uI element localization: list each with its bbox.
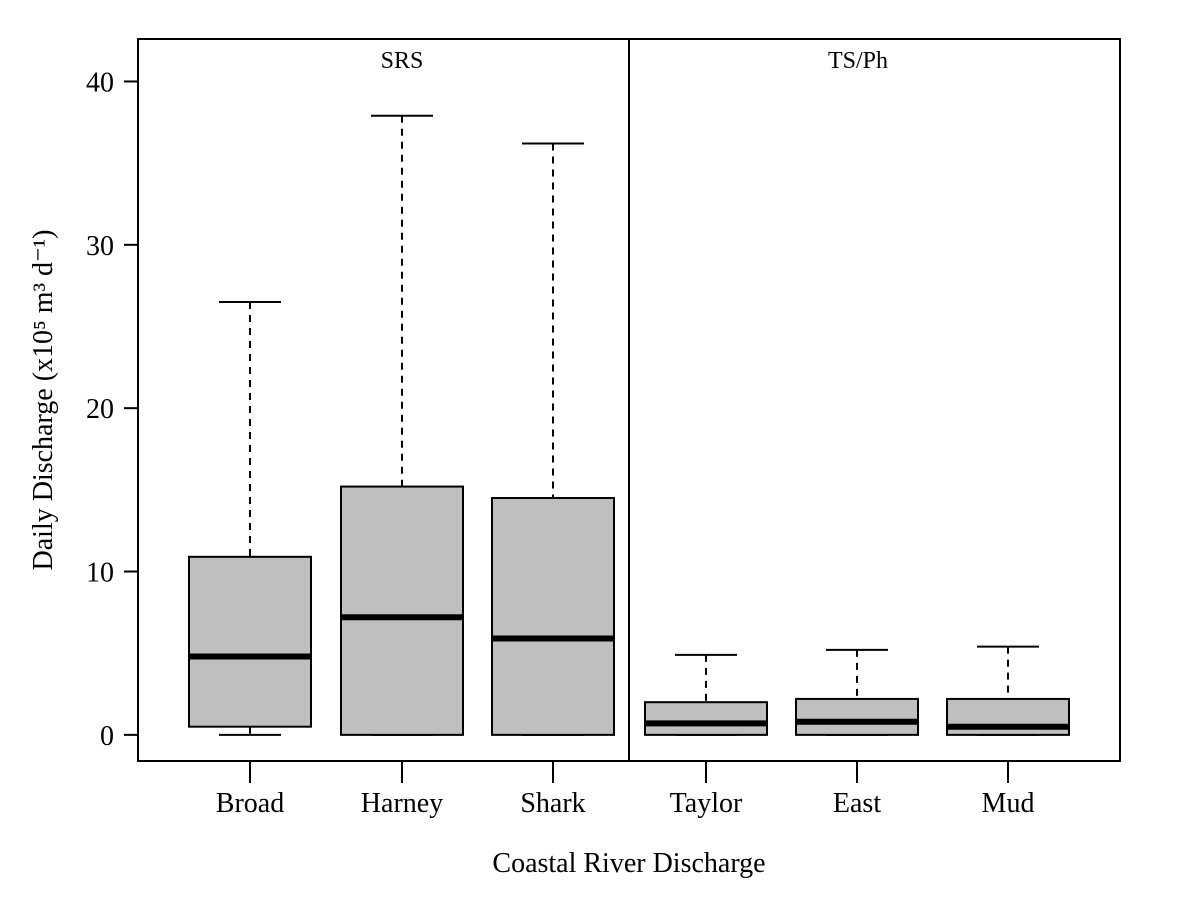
- box-shark: [491, 142, 615, 736]
- y-tick-label-0: 0: [100, 721, 114, 752]
- iqr-box-east: [795, 697, 919, 736]
- iqr-box-harney: [340, 485, 464, 736]
- x-tick-label-taylor: Taylor: [670, 788, 743, 819]
- y-tick-label-20: 20: [86, 394, 114, 425]
- iqr-box-taylor: [644, 701, 768, 736]
- x-tick-label-harney: Harney: [361, 788, 443, 819]
- x-tick-label-mud: Mud: [982, 788, 1035, 819]
- panel-label-tsph: TS/Ph: [828, 48, 888, 74]
- x-axis: Broad Harney Shark Taylor East Mud: [216, 761, 1035, 819]
- x-tick-label-broad: Broad: [216, 788, 284, 819]
- x-axis-title: Coastal River Discharge: [492, 848, 765, 879]
- box-east: [795, 648, 919, 736]
- y-axis: 0 10 20 30 40: [86, 67, 138, 752]
- x-tick-label-shark: Shark: [520, 788, 585, 819]
- y-tick-label-10: 10: [86, 558, 114, 589]
- y-tick-label-30: 30: [86, 231, 114, 262]
- box-broad: [188, 300, 312, 736]
- iqr-box-shark: [491, 497, 615, 736]
- box-taylor: [644, 653, 768, 736]
- y-tick-label-40: 40: [86, 67, 114, 98]
- box-mud: [946, 645, 1070, 736]
- box-harney: [340, 114, 464, 736]
- plot-marks: [188, 114, 1070, 736]
- x-tick-label-east: East: [833, 788, 881, 819]
- panel-label-srs: SRS: [381, 48, 424, 74]
- y-axis-title: Daily Discharge (x10⁵ m³ d⁻¹): [28, 230, 59, 571]
- iqr-box-broad: [188, 555, 312, 728]
